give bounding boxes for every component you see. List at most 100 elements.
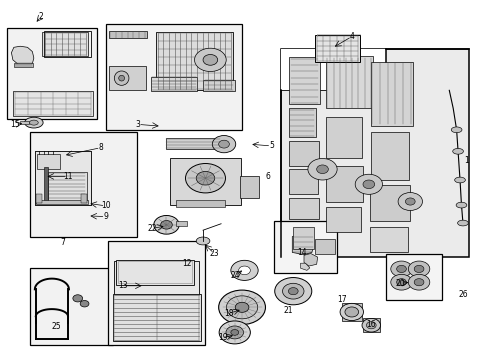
Bar <box>239 176 259 198</box>
Ellipse shape <box>203 54 217 65</box>
Bar <box>289 198 318 219</box>
Bar <box>176 201 224 207</box>
Ellipse shape <box>454 177 465 183</box>
Polygon shape <box>304 253 317 266</box>
Bar <box>13 91 93 116</box>
Bar <box>36 200 88 204</box>
Ellipse shape <box>196 171 214 185</box>
Text: 26: 26 <box>457 289 467 298</box>
Ellipse shape <box>194 48 226 72</box>
Bar <box>170 158 241 205</box>
Circle shape <box>362 180 374 189</box>
Bar <box>81 194 87 203</box>
Text: 21: 21 <box>283 306 292 315</box>
Bar <box>341 303 361 320</box>
Text: 7: 7 <box>61 238 65 247</box>
Bar <box>289 108 316 137</box>
Bar <box>151 77 197 91</box>
Bar <box>362 318 379 332</box>
Ellipse shape <box>114 71 129 85</box>
Bar <box>176 221 186 226</box>
Text: 9: 9 <box>103 212 108 221</box>
Circle shape <box>219 321 250 344</box>
Bar <box>289 140 318 166</box>
Circle shape <box>226 296 257 319</box>
Bar <box>35 151 91 205</box>
Bar <box>43 167 47 203</box>
Text: 17: 17 <box>337 294 346 303</box>
Bar <box>281 49 468 257</box>
Circle shape <box>282 283 304 299</box>
Circle shape <box>413 279 423 286</box>
Circle shape <box>405 198 414 205</box>
Circle shape <box>407 261 429 277</box>
Ellipse shape <box>366 321 375 329</box>
Text: 24: 24 <box>230 270 240 279</box>
Bar <box>369 227 407 252</box>
Circle shape <box>390 274 411 290</box>
Circle shape <box>316 165 328 174</box>
Ellipse shape <box>452 148 463 154</box>
Ellipse shape <box>361 319 380 332</box>
Bar <box>326 207 360 232</box>
Text: 8: 8 <box>98 143 103 152</box>
Bar <box>315 239 334 253</box>
Bar <box>281 49 385 90</box>
Circle shape <box>274 278 311 305</box>
Circle shape <box>238 266 250 275</box>
Bar <box>289 57 319 104</box>
Circle shape <box>230 260 258 280</box>
Bar <box>37 154 60 169</box>
Ellipse shape <box>212 135 235 153</box>
Ellipse shape <box>450 127 461 133</box>
Bar <box>273 221 336 273</box>
Bar <box>14 63 33 67</box>
Bar <box>35 151 91 205</box>
Ellipse shape <box>339 303 363 320</box>
Circle shape <box>80 301 89 307</box>
Ellipse shape <box>24 117 43 128</box>
Bar <box>109 31 147 39</box>
Ellipse shape <box>218 140 229 148</box>
Polygon shape <box>11 46 34 66</box>
Bar <box>156 32 232 90</box>
Text: 22: 22 <box>147 224 156 233</box>
Polygon shape <box>292 234 313 255</box>
Text: 25: 25 <box>52 322 61 331</box>
Ellipse shape <box>344 307 358 317</box>
Ellipse shape <box>119 75 124 81</box>
Bar <box>165 138 221 149</box>
Circle shape <box>73 295 82 302</box>
Bar <box>20 121 29 125</box>
Text: 6: 6 <box>265 172 270 181</box>
Text: 1: 1 <box>463 156 468 165</box>
Bar <box>43 31 91 57</box>
Circle shape <box>230 329 238 335</box>
Bar <box>109 66 145 90</box>
Bar <box>326 117 361 158</box>
Polygon shape <box>300 263 309 270</box>
Bar <box>36 194 41 203</box>
Bar <box>289 169 317 194</box>
Bar <box>114 261 199 316</box>
Text: 5: 5 <box>268 141 273 150</box>
Bar <box>30 268 113 345</box>
Bar <box>370 62 412 126</box>
Circle shape <box>396 265 406 273</box>
Bar <box>30 132 137 237</box>
Text: 23: 23 <box>209 249 219 258</box>
Bar <box>369 185 409 221</box>
Text: 13: 13 <box>118 281 127 290</box>
Bar <box>108 241 205 345</box>
Text: 20: 20 <box>395 279 405 288</box>
Text: 18: 18 <box>224 309 233 318</box>
Ellipse shape <box>29 120 38 125</box>
Text: 2: 2 <box>38 12 43 21</box>
Ellipse shape <box>154 216 179 234</box>
Bar <box>7 28 97 119</box>
Ellipse shape <box>457 220 468 226</box>
Circle shape <box>235 302 248 312</box>
Bar <box>326 166 362 202</box>
Text: 10: 10 <box>101 201 110 210</box>
Bar <box>293 226 313 249</box>
